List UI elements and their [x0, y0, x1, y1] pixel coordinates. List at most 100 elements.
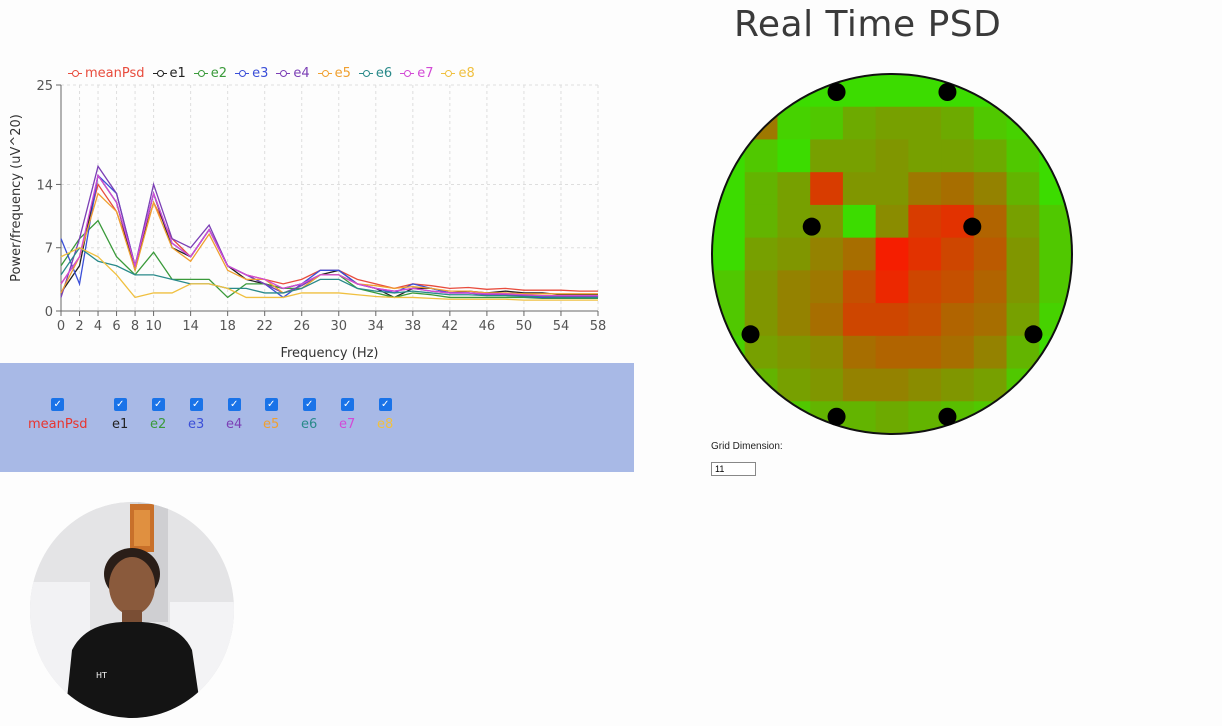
heatmap-cell	[1039, 139, 1072, 173]
heatmap-cell	[810, 237, 844, 271]
legend-label: e2	[210, 66, 228, 81]
grid-dimension-label: Grid Dimension:	[711, 441, 783, 452]
x-tick-label: 0	[57, 319, 65, 334]
heatmap-cell	[777, 139, 811, 173]
y-tick-label: 7	[45, 242, 53, 257]
legend-item-e8[interactable]: e8	[441, 66, 475, 81]
heatmap-cell	[744, 74, 778, 108]
legend-label: e3	[252, 66, 269, 81]
heatmap-cell	[875, 204, 909, 239]
x-tick-label: 46	[479, 319, 496, 334]
channel-toggle-label: e5	[263, 417, 280, 432]
checkmark-icon[interactable]: ✓	[264, 398, 278, 411]
checkmark-icon[interactable]: ✓	[340, 398, 354, 411]
heatmap-cell	[908, 335, 942, 370]
heatmap-cell	[744, 139, 778, 173]
channel-toggle-e7: ✓ e7	[339, 398, 355, 432]
channel-toggle-e8: ✓ e8	[377, 398, 393, 432]
channel-toggle-e5: ✓ e5	[263, 398, 279, 432]
legend-item-meanPsd[interactable]: meanPsd	[68, 66, 145, 81]
legend-label: meanPsd	[85, 66, 145, 81]
x-tick-label: 4	[94, 319, 102, 334]
heatmap-cell	[875, 303, 909, 337]
x-tick-label: 2	[75, 319, 83, 334]
electrode-1	[827, 83, 846, 101]
grid-dimension-input[interactable]	[711, 462, 756, 476]
channel-toggle-e3: ✓ e3	[188, 398, 204, 432]
heatmap-cell	[941, 172, 975, 206]
heatmap-cell	[1006, 401, 1040, 434]
series-line-e8	[60, 246, 598, 301]
heatmap-cell	[810, 139, 844, 173]
heatmap-cell	[1006, 368, 1040, 402]
checkmark-icon[interactable]: ✓	[51, 398, 65, 411]
heatmap-cell	[744, 368, 778, 402]
heatmap-cell	[810, 335, 844, 370]
heatmap-cell	[1039, 74, 1072, 108]
heatmap-cell	[875, 270, 909, 304]
heatmap-cell	[810, 303, 844, 337]
heatmap-cell	[973, 401, 1008, 434]
x-tick-label: 22	[256, 319, 273, 334]
checkmark-icon[interactable]: ✓	[151, 398, 165, 411]
legend-item-e6[interactable]: e6	[358, 66, 392, 81]
heatmap-cell	[842, 335, 877, 370]
series-line-e4	[60, 164, 598, 298]
y-axis-label: Power/frequency (uV^20)	[9, 114, 24, 282]
legend-item-e1[interactable]: e1	[152, 66, 186, 81]
heatmap-cell	[744, 204, 778, 239]
checkmark-icon[interactable]: ✓	[302, 398, 316, 411]
electrode-8	[938, 407, 957, 426]
checkmark-icon[interactable]: ✓	[227, 398, 241, 411]
electrode-6	[1024, 325, 1043, 344]
checkmark-icon[interactable]: ✓	[113, 398, 127, 411]
legend-item-e3[interactable]: e3	[235, 66, 268, 81]
heatmap-cell	[1006, 237, 1040, 271]
heatmap-cell	[777, 335, 811, 370]
heatmap-cell	[908, 204, 942, 239]
heatmap-cell	[973, 237, 1008, 271]
x-tick-label: 58	[590, 319, 607, 334]
heatmap-cell	[712, 106, 746, 140]
x-tick-label: 6	[112, 319, 120, 334]
channel-toggle-meanPsd: ✓ meanPsd	[28, 398, 88, 432]
chart-svg: 0 2 4 6 8 10 14 18 22 26 30 34 38 42 46 50 54 58071425Fre…	[9, 79, 607, 360]
legend-marker-icon	[235, 69, 250, 79]
heatmap-cell	[973, 139, 1008, 173]
heatmap-cell	[744, 106, 778, 140]
heatmap-cell	[1039, 303, 1072, 337]
legend-item-e4[interactable]: e4	[276, 66, 310, 81]
head-outline	[711, 73, 1073, 435]
heatmap-cell	[810, 106, 844, 140]
checkmark-icon[interactable]: ✓	[189, 398, 203, 411]
heatmap-cell	[941, 270, 975, 304]
webcam-person-image: HT	[30, 502, 234, 718]
heatmap-cell	[941, 303, 975, 337]
checkmark-icon[interactable]: ✓	[378, 398, 392, 411]
series-line-e7	[60, 173, 598, 297]
legend-marker-icon	[68, 69, 82, 79]
heatmap-cell	[842, 139, 877, 173]
legend-item-e2[interactable]: e2	[193, 66, 228, 81]
channel-toggle-label: e7	[339, 417, 356, 432]
x-tick-label: 34	[368, 319, 385, 334]
electrode-3	[802, 217, 821, 236]
heatmap-cell	[875, 172, 909, 206]
heatmap-cell	[1039, 368, 1072, 402]
heatmap-cell	[908, 139, 942, 173]
heatmap-cell	[1039, 106, 1072, 140]
x-tick-label: 54	[553, 319, 570, 334]
y-tick-label: 0	[45, 305, 53, 320]
heatmap-cell	[810, 270, 844, 304]
heatmap-cell	[1039, 270, 1072, 304]
legend-item-e5[interactable]: e5	[317, 66, 351, 81]
channel-toggle-e6: ✓ e6	[301, 398, 317, 432]
heatmap-cell	[973, 335, 1008, 370]
heatmap-cell	[810, 172, 844, 206]
svg-text:HT: HT	[96, 671, 107, 680]
heatmap-cell	[973, 270, 1008, 304]
legend-marker-icon	[441, 69, 456, 79]
y-tick-label: 14	[36, 178, 53, 193]
heatmap-cell	[875, 368, 909, 402]
legend-item-e7[interactable]: e7	[400, 66, 433, 81]
